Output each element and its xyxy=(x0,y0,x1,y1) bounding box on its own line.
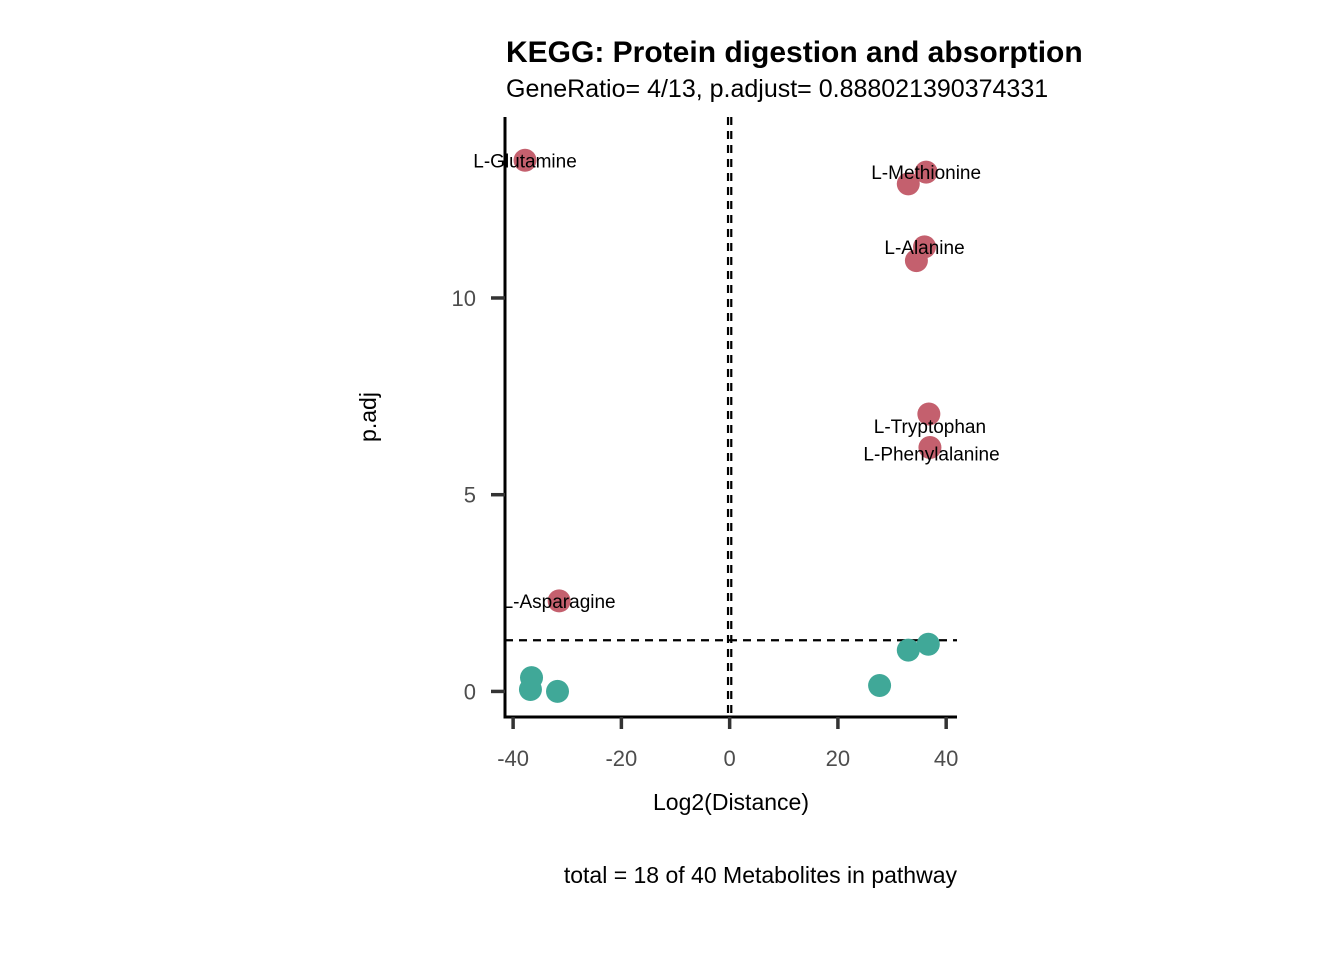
point-label-3: L-Tryptophan xyxy=(874,417,986,438)
y-axis-title: p.adj xyxy=(355,392,381,442)
data-point-13 xyxy=(546,679,570,703)
point-label-1: L-Methionine xyxy=(871,163,981,184)
x-tick-label-2: 0 xyxy=(724,746,736,771)
data-point-6 xyxy=(918,435,942,459)
y-axis-ticks: 0 5 10 xyxy=(452,286,505,704)
data-point-12 xyxy=(518,677,542,701)
x-tick-label-0: -40 xyxy=(497,746,529,771)
point-labels: L-Glutamine L-Methionine L-Alanine L-Trypto… xyxy=(473,151,999,613)
chart-title: KEGG: Protein digestion and absorption xyxy=(506,36,1083,69)
data-point-7 xyxy=(547,589,571,613)
chart-subtitle: GeneRatio= 4/13, p.adjust= 0.88802139037… xyxy=(506,75,1048,103)
data-point-8 xyxy=(916,632,940,656)
data-point-5 xyxy=(917,402,941,426)
data-point-4 xyxy=(904,249,928,273)
data-point-0 xyxy=(513,148,537,172)
data-point-10 xyxy=(868,674,892,698)
x-axis-ticks: -40 -20 0 20 40 xyxy=(497,717,958,771)
x-tick-label-1: -20 xyxy=(605,746,637,771)
point-label-4: L-Phenylalanine xyxy=(863,444,999,465)
point-label-5: L-Asparagine xyxy=(503,592,616,613)
y-tick-label-1: 5 xyxy=(464,483,476,508)
reference-lines xyxy=(505,117,957,717)
data-point-1 xyxy=(914,160,938,184)
chart-caption: total = 18 of 40 Metabolites in pathway xyxy=(564,862,958,888)
data-point-2 xyxy=(896,172,920,196)
x-tick-label-4: 40 xyxy=(934,746,958,771)
data-point-9 xyxy=(896,638,920,662)
x-axis-title: Log2(Distance) xyxy=(653,789,809,815)
point-label-2: L-Alanine xyxy=(884,238,964,259)
point-label-0: L-Glutamine xyxy=(473,151,577,172)
y-tick-label-0: 0 xyxy=(464,679,476,704)
data-points xyxy=(513,148,942,703)
x-tick-label-3: 20 xyxy=(826,746,850,771)
y-tick-label-2: 10 xyxy=(452,286,476,311)
